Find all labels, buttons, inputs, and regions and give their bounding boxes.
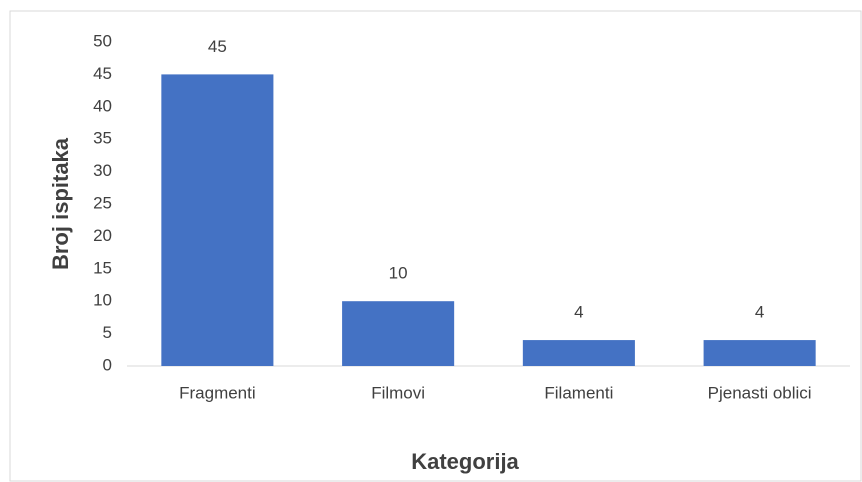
x-axis-title: Kategorija xyxy=(411,449,519,474)
bar xyxy=(342,301,455,366)
y-tick-label: 40 xyxy=(93,96,112,115)
y-tick-label: 15 xyxy=(93,258,112,277)
y-axis-title: Broj ispitaka xyxy=(48,137,73,270)
y-tick-label: 30 xyxy=(93,161,112,180)
x-tick-label: Filamenti xyxy=(544,383,613,402)
data-label: 45 xyxy=(208,37,227,56)
y-tick-label: 5 xyxy=(103,323,112,342)
y-tick-label: 0 xyxy=(103,355,112,374)
bar xyxy=(161,74,274,367)
y-tick-label: 10 xyxy=(93,291,112,310)
bar xyxy=(522,340,635,366)
y-tick-label: 25 xyxy=(93,193,112,212)
y-tick-label: 20 xyxy=(93,226,112,245)
data-label: 4 xyxy=(574,303,583,322)
bar xyxy=(703,340,816,366)
x-tick-label: Filmovi xyxy=(371,383,425,402)
chart-frame xyxy=(9,10,862,482)
y-tick-label: 45 xyxy=(93,64,112,83)
data-label: 4 xyxy=(755,303,764,322)
x-tick-label: Pjenasti oblici xyxy=(708,383,812,402)
y-tick-label: 50 xyxy=(93,31,112,50)
x-tick-label: Fragmenti xyxy=(179,383,256,402)
data-label: 10 xyxy=(389,264,408,283)
y-tick-label: 35 xyxy=(93,129,112,148)
